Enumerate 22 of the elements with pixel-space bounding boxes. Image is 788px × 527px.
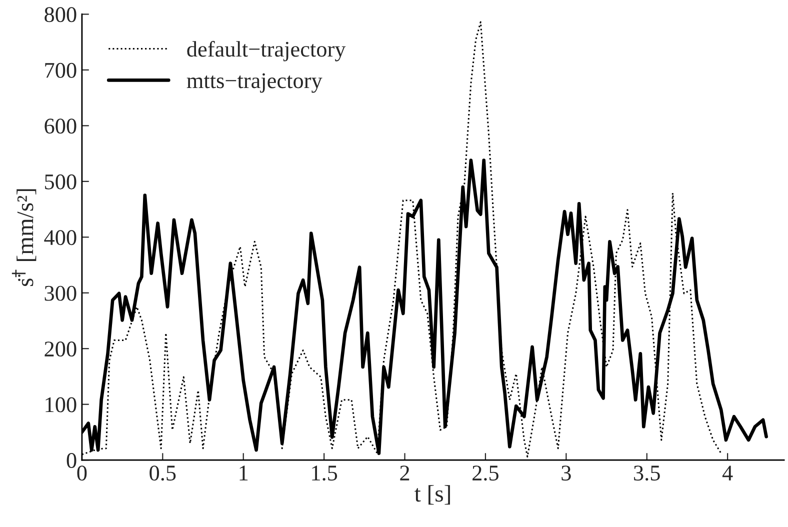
x-tick-label: 3 [562, 466, 571, 481]
y-tick-label: 400 [44, 230, 76, 246]
x-tick-label: 2 [400, 466, 410, 480]
x-tick-label: 3.5 [634, 466, 660, 481]
y-tick-label: 600 [44, 118, 76, 134]
y-tick-label: 800 [44, 7, 76, 22]
y-tick-label: 200 [44, 342, 76, 357]
y-axis-title: s̈$^{†}$ [mm/s²] [12, 189, 36, 286]
x-tick-label: 4 [722, 466, 733, 480]
x-tick-label: 0 [77, 466, 87, 481]
y-tick-label: 0 [66, 453, 76, 468]
x-tick-label: 2.5 [472, 466, 498, 481]
y-tick-label: 100 [46, 397, 76, 412]
x-tick-label: 0.5 [150, 466, 176, 481]
legend-label: default−trajectory [187, 40, 346, 62]
y-tick-label: 500 [45, 174, 76, 190]
x-tick-label: 1 [240, 466, 248, 480]
y-tick-label: 700 [45, 62, 76, 78]
y-tick-label: 300 [44, 286, 76, 301]
x-tick-label: 1.5 [312, 466, 338, 481]
legend-label: mtts−trajectory [186, 73, 322, 93]
x-axis-title: t [s] [414, 485, 450, 505]
